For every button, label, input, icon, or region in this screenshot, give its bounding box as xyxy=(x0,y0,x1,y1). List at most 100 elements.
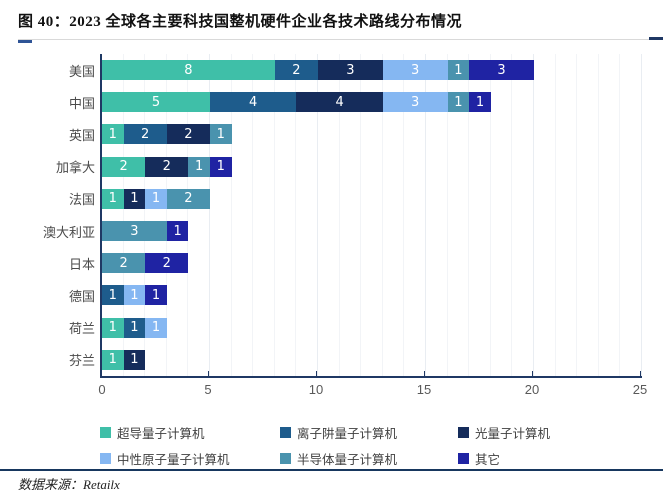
legend-item: 超导量子计算机 xyxy=(100,423,280,442)
bar-segment: 8 xyxy=(102,60,275,81)
bar-value-label: 3 xyxy=(497,62,506,78)
legend-label: 光量子计算机 xyxy=(475,427,551,441)
gridline xyxy=(187,54,189,376)
plot-area xyxy=(100,54,642,378)
x-tick xyxy=(316,371,317,378)
category-label: 英国 xyxy=(68,127,95,143)
gridline xyxy=(273,54,275,376)
gridline xyxy=(533,54,534,376)
category-label: 澳大利亚 xyxy=(42,224,95,240)
gridline xyxy=(597,54,599,376)
x-tick-label: 10 xyxy=(308,382,324,397)
legend-item: 半导体量子计算机 xyxy=(280,449,458,468)
gridline xyxy=(641,54,642,376)
gridline xyxy=(489,54,491,376)
gridline xyxy=(576,54,578,376)
legend-swatch xyxy=(100,427,111,438)
bar-segment: 1 xyxy=(188,156,210,177)
bar-segment: 1 xyxy=(102,349,124,370)
bar-segment: 3 xyxy=(382,60,448,81)
gridline xyxy=(381,54,383,376)
bar-value-label: 1 xyxy=(195,159,204,175)
bar-value-label: 1 xyxy=(130,191,139,207)
bar-value-label: 1 xyxy=(454,62,463,78)
bar-row: 英国 1 2 2 1 xyxy=(0,118,642,150)
bar-value-label: 3 xyxy=(130,223,139,239)
bar-segment: 3 xyxy=(317,60,383,81)
title-accent-right xyxy=(649,37,663,40)
bar-segment: 1 xyxy=(123,285,146,306)
category-label: 荷兰 xyxy=(68,321,95,337)
bar-segment: 2 xyxy=(166,188,210,209)
bar-value-label: 4 xyxy=(249,94,258,110)
category-label: 法国 xyxy=(68,192,95,208)
legend-label: 超导量子计算机 xyxy=(117,427,205,441)
category-label: 加拿大 xyxy=(55,160,95,176)
bar-segment: 1 xyxy=(209,124,232,145)
bar-value-label: 4 xyxy=(335,94,344,110)
bar-segment: 1 xyxy=(123,349,146,370)
bar-row: 法国 1 1 1 2 xyxy=(0,183,642,215)
bar-segment: 1 xyxy=(102,285,124,306)
bar-value-label: 1 xyxy=(216,126,225,142)
gridline xyxy=(144,54,146,376)
x-tick-label: 20 xyxy=(524,382,540,397)
bar-value-label: 1 xyxy=(108,287,117,303)
bar-value-label: 1 xyxy=(130,287,139,303)
bar-value-label: 1 xyxy=(108,191,117,207)
legend-swatch xyxy=(458,453,469,464)
legend-item: 光量子计算机 xyxy=(458,423,550,442)
bar-row: 澳大利亚 3 1 xyxy=(0,215,642,247)
bar-value-label: 2 xyxy=(184,126,193,142)
bar-value-label: 1 xyxy=(108,352,117,368)
legend-label: 中性原子量子计算机 xyxy=(117,453,230,467)
bar-row: 德国 1 1 1 xyxy=(0,279,642,311)
gridline xyxy=(165,54,167,376)
gridline xyxy=(403,54,405,376)
bar-value-label: 1 xyxy=(130,320,139,336)
gridline xyxy=(230,54,232,376)
legend-label: 离子阱量子计算机 xyxy=(297,427,398,441)
legend-item: 其它 xyxy=(458,449,550,468)
gridline xyxy=(122,54,124,376)
bar-segment: 2 xyxy=(123,124,167,145)
bar-segment: 1 xyxy=(123,188,146,209)
x-tick-label: 15 xyxy=(416,382,432,397)
bar-value-label: 3 xyxy=(411,94,420,110)
legend-label: 其它 xyxy=(475,453,501,467)
gridline xyxy=(209,54,210,376)
bar-segment: 1 xyxy=(123,317,146,338)
bar-segment: 1 xyxy=(102,188,124,209)
figure-title: 图 40：2023 全球各主要科技国整机硬件企业各技术路线分布情况 xyxy=(18,14,463,30)
category-label: 芬兰 xyxy=(68,353,95,369)
bar-value-label: 2 xyxy=(292,62,301,78)
bar-value-label: 1 xyxy=(454,94,463,110)
bar-value-label: 1 xyxy=(475,94,485,110)
bar-segment: 1 xyxy=(102,124,124,145)
legend: 超导量子计算机 离子阱量子计算机 光量子计算机中性原子量子计算机 半导体量子计算机 其它 xyxy=(100,423,550,468)
bar-value-label: 1 xyxy=(151,191,161,207)
bar-value-label: 1 xyxy=(130,352,139,368)
category-label: 中国 xyxy=(68,95,95,111)
footer-rule xyxy=(0,469,663,471)
bar-segment: 5 xyxy=(102,92,210,113)
x-tick-label: 25 xyxy=(632,382,648,397)
x-tick-label: 0 xyxy=(98,382,106,397)
bar-segment: 2 xyxy=(274,60,318,81)
gridline xyxy=(317,54,318,376)
bar-segment: 1 xyxy=(102,317,124,338)
bar-row: 美国 8 2 3 3 1 3 xyxy=(0,54,642,86)
legend-swatch xyxy=(458,427,469,438)
gridline xyxy=(619,54,621,376)
category-label: 美国 xyxy=(68,63,95,79)
data-source-note: 数据来源：Retailx xyxy=(18,477,120,492)
gridline xyxy=(360,54,362,376)
bar-segment: 1 xyxy=(166,221,189,242)
